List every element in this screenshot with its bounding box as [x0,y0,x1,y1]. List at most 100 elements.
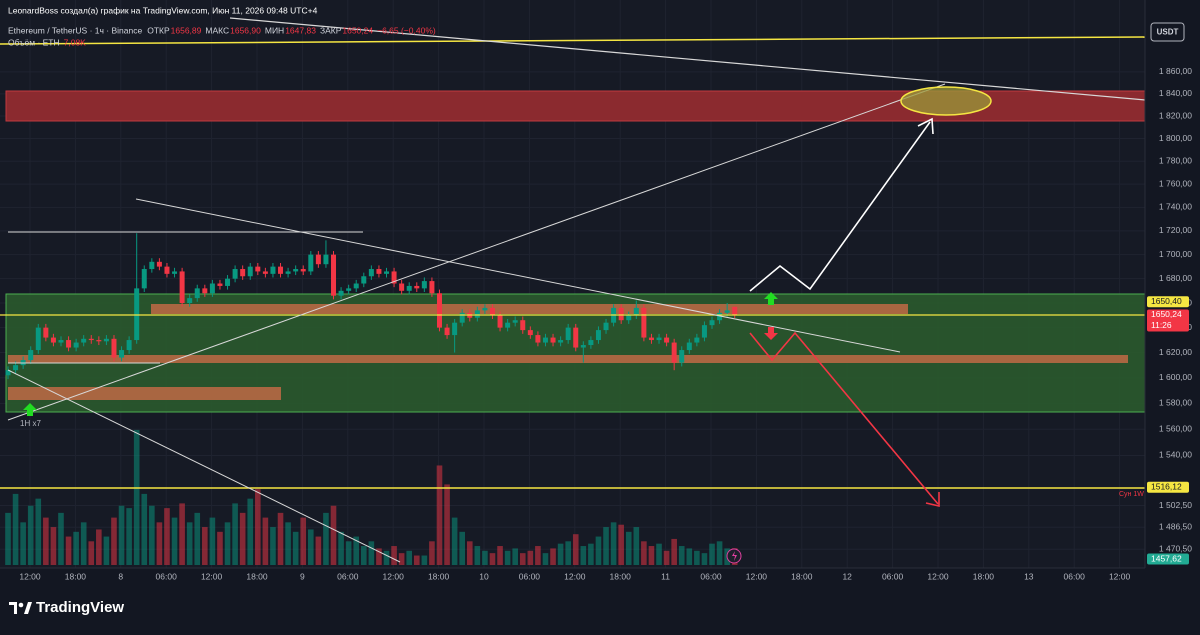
x-tick-label: 06:00 [337,571,359,581]
y-tick-label: 1 486,50 [1159,522,1192,532]
volume-bar [277,512,284,565]
y-tick-label: 1 760,00 [1159,178,1192,188]
x-tick-label: 12:00 [1109,571,1131,581]
volume-bar [588,543,594,565]
volume-bar [20,522,26,565]
volume-bar [376,548,382,565]
projection-arrow [749,331,939,505]
candle-body [300,269,306,272]
volume-bar [489,553,496,565]
x-tick-label: 18:00 [610,571,632,581]
x-tick-label: 9 [300,571,305,581]
candle-body [414,285,420,289]
volume-bar [5,512,11,565]
volume-bar [96,529,102,565]
legend-text: ЗАКР [320,25,342,35]
candle-body [368,269,374,277]
volume-bar [527,550,534,565]
candle-body [550,337,556,343]
candle-body [179,271,185,304]
volume-bar [398,553,405,565]
price-badge-label: 1457,62 [1151,553,1182,563]
volume-bar [171,517,178,565]
candle-body [527,330,533,336]
volume-bar [323,512,329,565]
candle-body [535,335,541,343]
volume-bar [383,550,390,565]
volume-bar [429,541,435,565]
level-bar [8,387,281,400]
candle-body [694,337,700,343]
trend-line [7,83,946,421]
candle-body [346,288,352,291]
x-tick-label: 10 [479,571,489,581]
volume-bar [663,550,670,565]
candle-body [633,307,639,316]
price-badge [1147,481,1189,493]
volume-bar [308,529,314,565]
candle-body [459,312,465,323]
x-tick-label: 06:00 [882,571,904,581]
candle-body [421,281,427,289]
candle-body [232,269,238,279]
volume-bar [421,555,428,565]
candle-body [58,340,64,343]
volume-bar [686,548,693,565]
x-tick-label: 12 [842,571,852,581]
arrow-head [917,117,934,135]
candle-body [626,315,632,321]
volume-bar [330,505,337,565]
volume-bar [474,546,481,565]
candle-body [558,340,564,343]
candle-body [88,338,94,341]
candle-body [194,288,200,299]
event-icon-glyph [732,551,737,561]
y-tick-label: 1 780,00 [1159,155,1192,165]
volume-bar [459,531,465,565]
candle-body [126,340,132,351]
volume-bar [12,493,19,565]
y-tick-label: 1 800,00 [1159,133,1192,143]
candle-body [308,254,314,272]
x-tick-label: 12:00 [564,571,586,581]
candle-body [429,281,435,294]
volume-bar [217,531,223,565]
y-tick-label: 1 600,00 [1159,372,1192,382]
candle-body [35,327,41,351]
candle-body [384,271,389,274]
candle-body [73,342,79,348]
volume-bar [550,548,556,565]
legend-text: МИН [265,25,284,35]
candle-body [573,327,579,348]
candle-body [709,320,715,326]
volume-pane [5,429,738,565]
volume-bar [519,553,526,565]
volume-bar [648,546,655,565]
volume-bar [315,536,322,565]
currency-button[interactable] [1150,22,1185,42]
volume-bar [504,550,511,565]
candle-body [96,340,102,342]
volume-bar [149,505,155,565]
candle-body [28,350,34,361]
candle-body [119,350,125,358]
legend-text: 1656,90 [230,25,261,35]
candle-body [81,338,87,343]
candle-body [43,327,49,338]
candle-body [164,266,170,274]
down-arrow [764,327,778,340]
x-tick-label: 8 [118,571,123,581]
price-badge-label: 1650,40 [1151,296,1182,306]
candle-body [664,337,670,343]
footer-logo: TradingView [9,599,124,616]
volume-bar [580,546,587,565]
candles [5,233,738,380]
price-badge-label: 1650,24 [1151,309,1182,319]
volume-bar [194,512,201,565]
level-bar [8,355,1128,363]
volume-bar [118,505,125,565]
legend-text: 7,08K [64,37,87,47]
candle-body [406,285,412,291]
volume-bar [300,517,307,565]
